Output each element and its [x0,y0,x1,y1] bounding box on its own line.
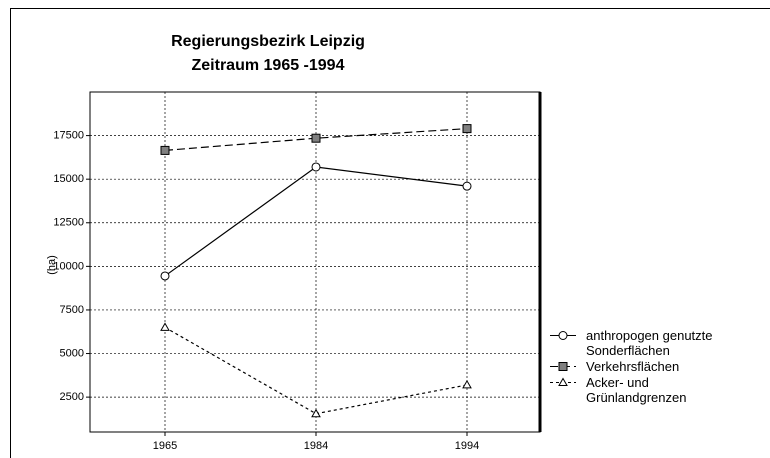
data-point [160,271,170,281]
y-tick-label: 7500 [60,304,84,316]
legend-marker [558,331,568,340]
data-point [462,379,472,389]
legend-item: anthropogen genutzte Sonderflächen [548,328,770,358]
x-tick-label: 1984 [304,440,328,452]
legend-label: anthropogen genutzte Sonderflächen [586,328,713,358]
data-point [311,133,321,143]
legend-marker [558,362,568,371]
legend-icon [550,377,576,386]
legend-label: Verkehrsflächen [586,359,680,374]
frame [10,8,770,458]
legend-item: Verkehrsflächen [548,359,770,374]
data-point [462,181,472,191]
x-tick-label: 1965 [153,440,177,452]
chart-title: Regierungsbezirk Leipzig [171,33,365,50]
y-axis-label: (ha) [46,255,58,275]
y-tick-label: 5000 [60,347,84,359]
legend-marker [558,377,568,386]
y-tick-label: 2500 [60,391,84,403]
y-tick-label: 10000 [53,260,84,272]
y-tick-label: 17500 [53,129,84,141]
data-point [462,124,472,134]
series-line [164,326,468,415]
y-tick-label: 15000 [53,173,84,185]
legend-icon [550,331,576,340]
data-point [311,408,321,418]
data-point [160,145,170,155]
legend-item: Acker- und Grünlandgrenzen [548,375,770,405]
chart-subtitle: Zeitraum 1965 -1994 [192,57,345,74]
legend: anthropogen genutzte Sonderflächen Verkeh… [548,328,770,406]
y-tick-label: 12500 [53,217,84,229]
data-point [160,322,170,331]
plot-area [89,91,541,433]
legend-icon [550,362,576,371]
x-tick-label: 1994 [455,440,479,452]
data-point [311,162,321,172]
legend-label: Acker- und Grünlandgrenzen [586,375,687,405]
